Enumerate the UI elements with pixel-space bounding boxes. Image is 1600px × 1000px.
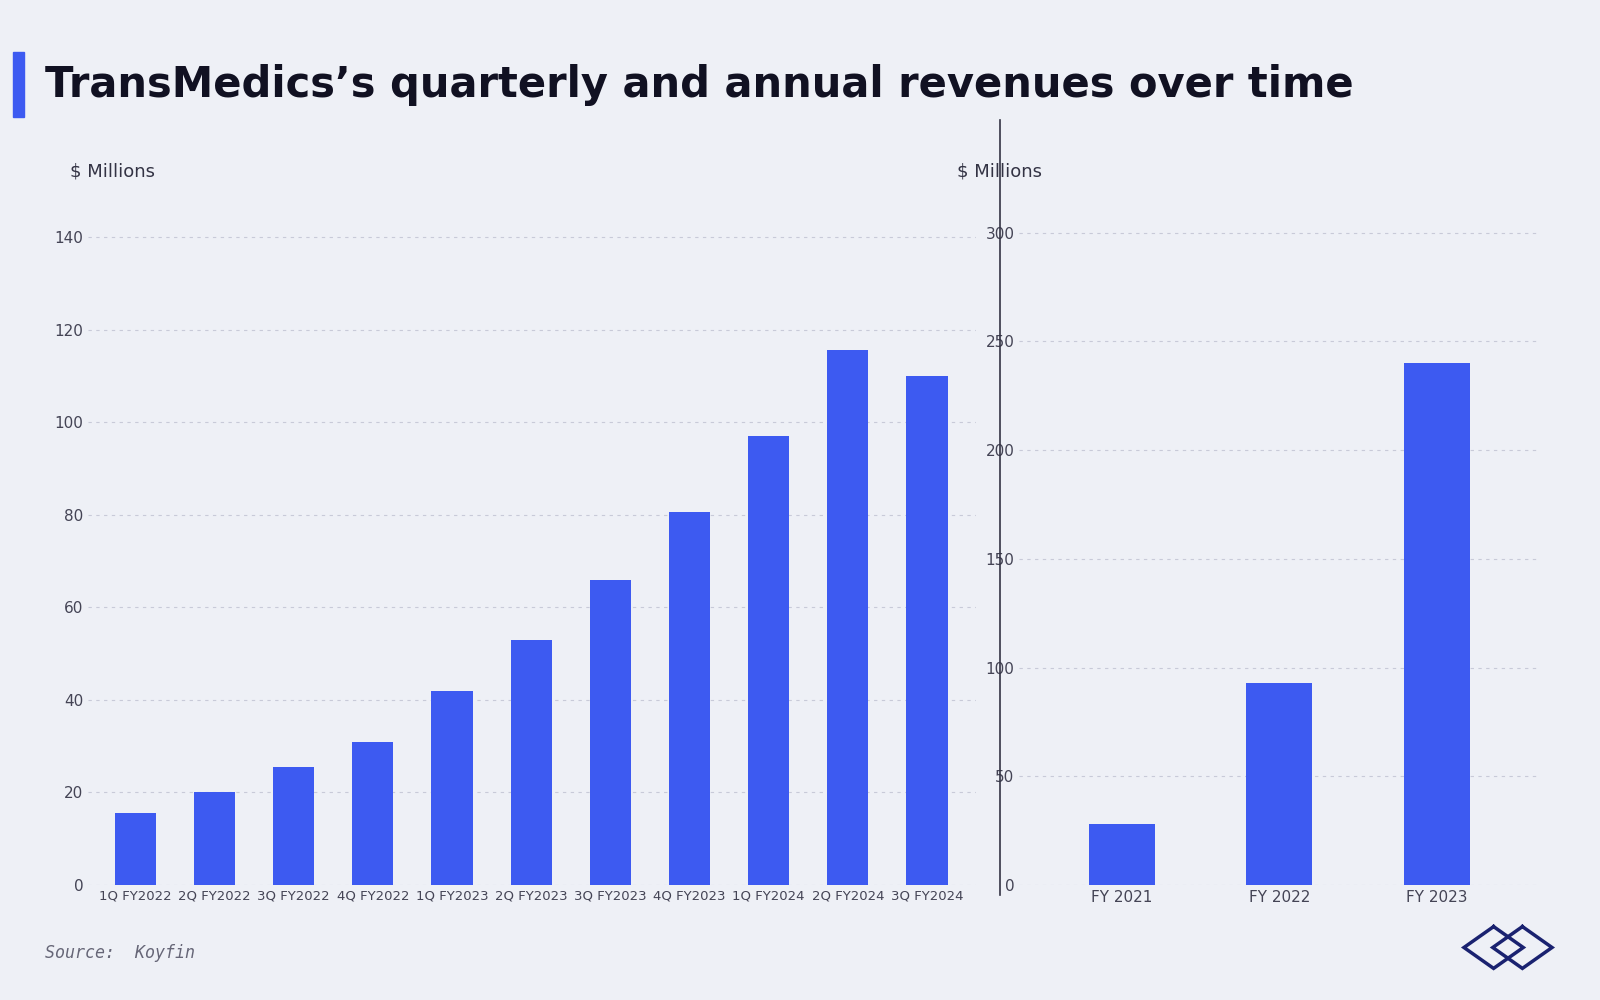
- Bar: [590, 580, 630, 885]
- Bar: [1403, 363, 1470, 885]
- Bar: [274, 767, 314, 885]
- Bar: [669, 512, 710, 885]
- Text: TransMedics’s quarterly and annual revenues over time: TransMedics’s quarterly and annual reven…: [45, 64, 1354, 106]
- Bar: [1088, 824, 1155, 885]
- Bar: [115, 813, 157, 885]
- Bar: [1246, 683, 1312, 885]
- Text: $ Millions: $ Millions: [70, 162, 155, 180]
- Bar: [432, 691, 472, 885]
- Bar: [352, 742, 394, 885]
- Bar: [749, 436, 789, 885]
- Text: $ Millions: $ Millions: [957, 162, 1042, 180]
- Bar: [906, 376, 947, 885]
- Bar: [194, 792, 235, 885]
- Text: Source:  Koyfin: Source: Koyfin: [45, 944, 195, 962]
- Bar: [510, 640, 552, 885]
- Bar: [827, 350, 869, 885]
